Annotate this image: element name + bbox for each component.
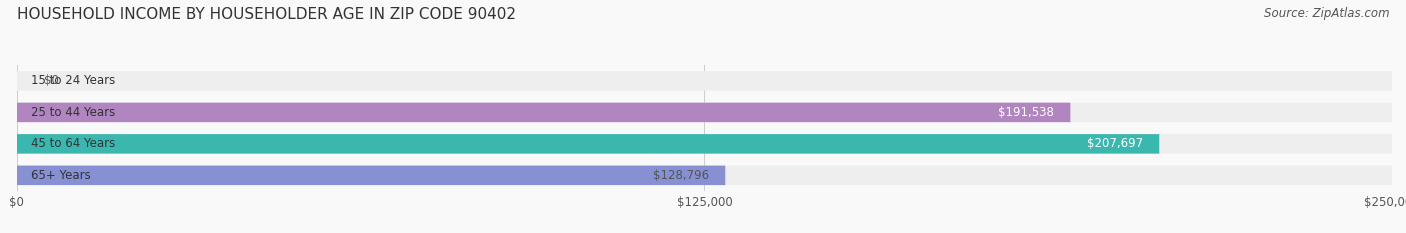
FancyBboxPatch shape xyxy=(17,166,1392,185)
FancyBboxPatch shape xyxy=(17,103,1392,122)
FancyBboxPatch shape xyxy=(17,166,725,185)
Text: $207,697: $207,697 xyxy=(1087,137,1143,150)
Text: 45 to 64 Years: 45 to 64 Years xyxy=(31,137,115,150)
Text: $128,796: $128,796 xyxy=(652,169,709,182)
FancyBboxPatch shape xyxy=(17,134,1392,154)
Text: 15 to 24 Years: 15 to 24 Years xyxy=(31,75,115,87)
FancyBboxPatch shape xyxy=(17,103,1070,122)
Text: HOUSEHOLD INCOME BY HOUSEHOLDER AGE IN ZIP CODE 90402: HOUSEHOLD INCOME BY HOUSEHOLDER AGE IN Z… xyxy=(17,7,516,22)
FancyBboxPatch shape xyxy=(17,71,1392,91)
Text: 65+ Years: 65+ Years xyxy=(31,169,90,182)
Text: Source: ZipAtlas.com: Source: ZipAtlas.com xyxy=(1264,7,1389,20)
Text: $191,538: $191,538 xyxy=(998,106,1054,119)
Text: $0: $0 xyxy=(45,75,59,87)
Text: 25 to 44 Years: 25 to 44 Years xyxy=(31,106,115,119)
FancyBboxPatch shape xyxy=(17,134,1160,154)
